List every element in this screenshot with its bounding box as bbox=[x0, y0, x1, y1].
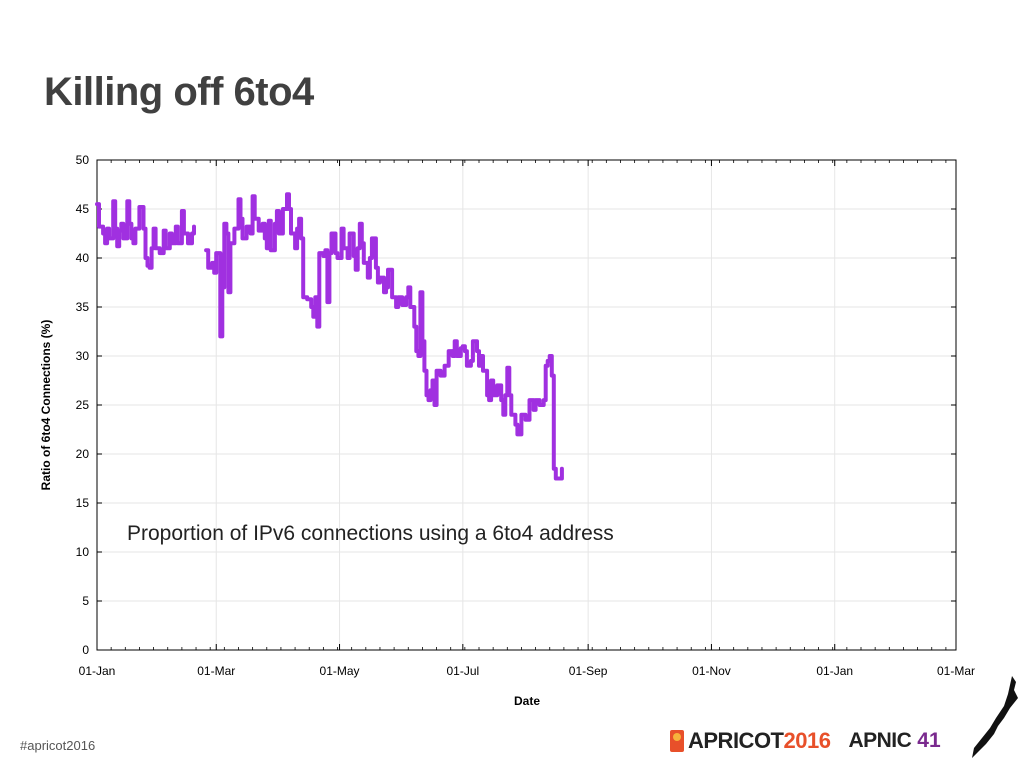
y-tick-label: 20 bbox=[76, 447, 90, 461]
apricot-logo-text: APRICOT bbox=[688, 728, 784, 753]
x-tick-label: 01-Jul bbox=[446, 664, 479, 678]
x-tick-label: 01-Nov bbox=[692, 664, 731, 678]
x-axis-title: Date bbox=[514, 694, 540, 708]
slide-title: Killing off 6to4 bbox=[44, 70, 314, 114]
y-tick-label: 5 bbox=[82, 594, 89, 608]
y-tick-label: 40 bbox=[76, 251, 90, 265]
x-tick-label: 01-Jan bbox=[816, 664, 853, 678]
series-line bbox=[204, 192, 564, 481]
y-tick-labels: 0 5 10 15 20 25 30 35 40 45 50 bbox=[76, 153, 90, 657]
y-tick-label: 45 bbox=[76, 202, 90, 216]
y-axis-title: Ratio of 6to4 Connections (%) bbox=[39, 320, 53, 491]
apricot-logo-icon bbox=[670, 730, 684, 752]
chart-annotation: Proportion of IPv6 connections using a 6… bbox=[127, 522, 614, 545]
y-tick-label: 50 bbox=[76, 153, 90, 167]
apnic-logo-number: 41 bbox=[917, 729, 941, 752]
x-tick-label: 01-May bbox=[320, 664, 360, 678]
footer-logos: APRICOT 2016 APNIC 41 bbox=[670, 724, 941, 758]
apnic-logo-text: APNIC bbox=[848, 729, 912, 752]
y-tick-label: 30 bbox=[76, 349, 90, 363]
y-tick-label: 10 bbox=[76, 545, 90, 559]
x-tick-labels: 01-Jan 01-Mar 01-May 01-Jul 01-Sep 01-Nov 01-J… bbox=[79, 664, 975, 678]
y-tick-label: 0 bbox=[82, 643, 89, 657]
y-tick-label: 15 bbox=[76, 496, 90, 510]
apricot-logo-year: 2016 bbox=[783, 728, 831, 753]
y-tick-label: 35 bbox=[76, 300, 90, 314]
new-zealand-map-icon bbox=[972, 676, 1018, 758]
tick-marks bbox=[96, 159, 957, 651]
y-tick-label: 25 bbox=[76, 398, 90, 412]
event-hashtag: #apricot2016 bbox=[20, 738, 96, 753]
series-line bbox=[95, 199, 196, 270]
x-tick-label: 01-Mar bbox=[197, 664, 235, 678]
x-tick-label: 01-Jan bbox=[79, 664, 116, 678]
x-tick-label: 01-Mar bbox=[937, 664, 975, 678]
x-tick-label: 01-Sep bbox=[569, 664, 608, 678]
series-layer bbox=[95, 192, 564, 481]
